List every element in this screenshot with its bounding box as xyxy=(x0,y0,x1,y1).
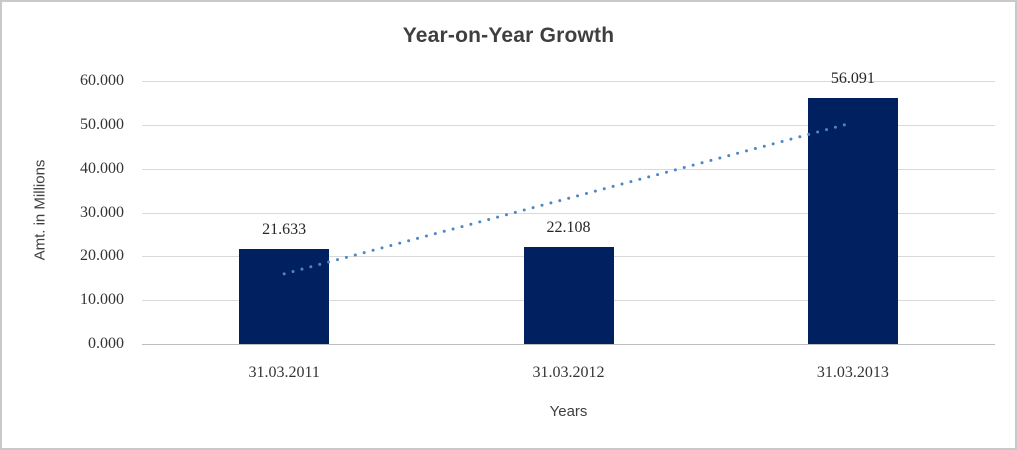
x-category-label: 31.03.2011 xyxy=(248,364,320,381)
y-tick-label: 20.000 xyxy=(80,247,124,264)
y-tick-label: 40.000 xyxy=(80,160,124,177)
gridline xyxy=(142,81,995,82)
bar-value-label: 22.108 xyxy=(546,219,591,237)
y-tick-label: 50.000 xyxy=(80,116,124,133)
chart-title: Year-on-Year Growth xyxy=(402,24,615,47)
bar xyxy=(807,98,898,344)
gridline xyxy=(142,344,995,345)
y-tick-label: 30.000 xyxy=(80,204,124,221)
y-tick-label: 60.000 xyxy=(80,72,124,89)
bar-value-label: 56.091 xyxy=(830,70,875,88)
bar xyxy=(239,249,330,344)
x-category-label: 31.03.2013 xyxy=(816,364,889,381)
bar-value-label: 21.633 xyxy=(262,221,307,239)
bar xyxy=(523,247,614,344)
x-category-label: 31.03.2012 xyxy=(532,364,605,381)
y-tick-label: 0.000 xyxy=(88,335,124,352)
y-tick-label: 10.000 xyxy=(80,291,124,308)
x-axis-title: Years xyxy=(549,403,588,420)
